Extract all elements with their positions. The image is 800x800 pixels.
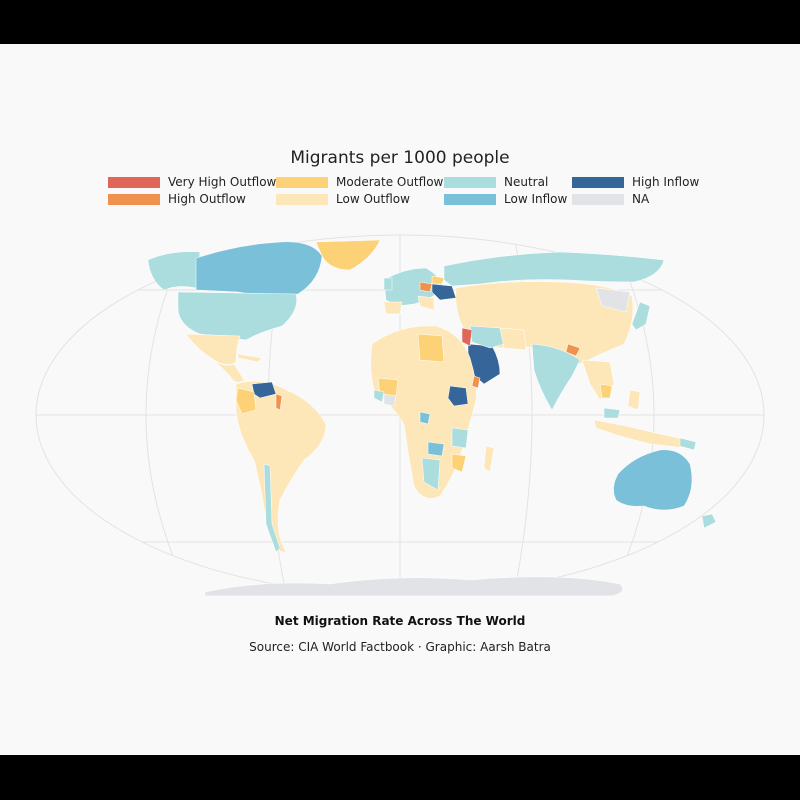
world-map bbox=[35, 234, 765, 597]
country-philippines bbox=[627, 389, 641, 411]
caption-source: Source: CIA World Factbook · Graphic: Aa… bbox=[249, 640, 551, 654]
country-cuba bbox=[237, 353, 263, 363]
legend-swatch bbox=[572, 193, 624, 205]
country-malaysia bbox=[603, 407, 621, 419]
legend-label: Neutral bbox=[504, 175, 549, 189]
country-balkans bbox=[417, 295, 435, 311]
country-new-zealand bbox=[701, 513, 717, 529]
legend-swatch bbox=[276, 193, 328, 205]
country-guyana bbox=[275, 393, 283, 411]
country-greenland bbox=[315, 239, 381, 271]
country-uk bbox=[383, 277, 393, 291]
legend-label: Very High Outflow bbox=[168, 175, 277, 189]
country-south-america bbox=[235, 380, 327, 553]
legend-label: NA bbox=[632, 192, 650, 206]
country-thailand-region bbox=[599, 383, 613, 399]
legend-item-very-high-outflow: Very High Outflow bbox=[108, 174, 276, 190]
country-indonesia bbox=[593, 419, 689, 449]
country-africa bbox=[370, 325, 477, 499]
legend-label: High Inflow bbox=[632, 175, 700, 189]
legend-item-high-outflow: High Outflow bbox=[108, 191, 246, 207]
caption-title: Net Migration Rate Across The World bbox=[274, 614, 526, 628]
country-syria-region bbox=[461, 327, 473, 347]
country-canada bbox=[195, 241, 323, 296]
country-mexico bbox=[185, 333, 241, 365]
country-russia bbox=[443, 251, 665, 287]
country-colombia bbox=[235, 387, 257, 415]
legend: Very High Outflow High Outflow Moderate … bbox=[108, 174, 728, 210]
country-iran-region bbox=[499, 327, 527, 351]
legend-swatch bbox=[108, 193, 160, 205]
country-cameroon-region bbox=[419, 411, 431, 425]
country-ukraine bbox=[431, 283, 457, 301]
legend-item-moderate-outflow: Moderate Outflow bbox=[276, 174, 443, 190]
country-belarus-region bbox=[431, 275, 445, 285]
graticule-meridian bbox=[145, 251, 183, 579]
country-usa bbox=[177, 291, 297, 341]
legend-item-neutral: Neutral bbox=[444, 174, 548, 190]
country-poland-region bbox=[419, 281, 433, 293]
legend-label: Low Inflow bbox=[504, 192, 568, 206]
country-eritrea-region bbox=[471, 375, 481, 389]
country-alaska bbox=[147, 251, 201, 291]
country-liberia-region bbox=[383, 393, 397, 407]
country-png bbox=[679, 437, 697, 451]
country-east-asia-coast bbox=[595, 287, 631, 313]
legend-swatch bbox=[572, 176, 624, 188]
country-sierra-leone-region bbox=[373, 389, 385, 403]
legend-swatch bbox=[108, 176, 160, 188]
countries bbox=[147, 239, 717, 597]
country-iberia bbox=[383, 301, 403, 315]
legend-label: High Outflow bbox=[168, 192, 246, 206]
country-india bbox=[531, 343, 581, 411]
legend-item-na: NA bbox=[572, 191, 649, 207]
graticule-meridian bbox=[617, 251, 655, 579]
country-mozambique-region bbox=[451, 453, 467, 473]
country-australia bbox=[613, 449, 693, 511]
country-antarctica bbox=[204, 576, 623, 597]
country-madagascar bbox=[483, 445, 495, 473]
legend-item-low-inflow: Low Inflow bbox=[444, 191, 567, 207]
country-tanzania-region bbox=[451, 427, 469, 449]
country-south-sudan-uganda bbox=[447, 385, 469, 407]
country-chile bbox=[263, 463, 281, 553]
legend-item-high-inflow: High Inflow bbox=[572, 174, 699, 190]
country-nepal-region bbox=[565, 343, 581, 357]
country-southern-africa bbox=[421, 457, 441, 491]
country-libya-region bbox=[417, 333, 445, 363]
map-panel: Migrants per 1000 people Very High Outfl… bbox=[0, 44, 800, 755]
legend-swatch bbox=[276, 176, 328, 188]
legend-swatch bbox=[444, 176, 496, 188]
legend-label: Moderate Outflow bbox=[336, 175, 444, 189]
legend-swatch bbox=[444, 193, 496, 205]
country-japan bbox=[631, 301, 651, 331]
country-middle-east bbox=[469, 325, 505, 349]
legend-title: Migrants per 1000 people bbox=[290, 148, 510, 168]
country-central-america bbox=[213, 359, 245, 383]
legend-label: Low Outflow bbox=[336, 192, 410, 206]
legend-item-low-outflow: Low Outflow bbox=[276, 191, 410, 207]
country-zambia-region bbox=[427, 441, 445, 457]
